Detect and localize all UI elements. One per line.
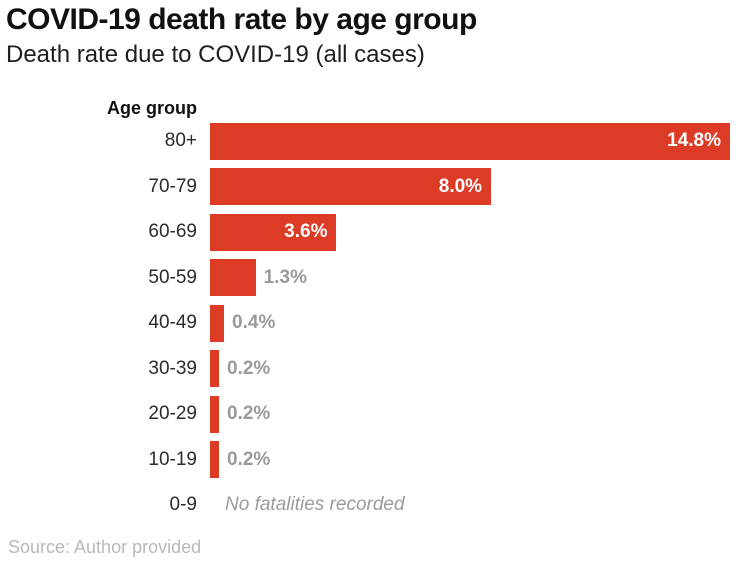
bar-track: 3.6% <box>210 213 754 251</box>
bar-track: 0.4% <box>210 304 754 342</box>
age-group-label: 50-59 <box>148 266 197 288</box>
bar <box>210 350 219 388</box>
chart-subtitle: Death rate due to COVID-19 (all cases) <box>6 41 425 68</box>
bar-track: 14.8% <box>210 122 754 160</box>
y-axis-label: Age group <box>107 98 197 118</box>
bar-track: 1.3% <box>210 259 754 297</box>
age-group-label: 10-19 <box>148 448 197 470</box>
bar <box>210 441 219 479</box>
bar <box>210 304 225 342</box>
value-label: 8.0% <box>438 175 483 197</box>
bar: 3.6% <box>210 213 337 251</box>
age-group-label: 40-49 <box>148 312 197 334</box>
chart-title: COVID-19 death rate by age group <box>6 3 477 36</box>
bar-chart: 80+ 14.8% 70-79 8.0% 60-69 3.6% 50-59 1.3% 40-49… <box>0 119 754 529</box>
source-credit: Source: Author provided <box>8 537 202 557</box>
bar: 8.0% <box>210 168 492 206</box>
age-group-label: 0-9 <box>169 494 197 516</box>
bar-track: 0.2% <box>210 441 754 479</box>
value-label: 3.6% <box>284 221 328 243</box>
value-label: 0.2% <box>227 403 271 425</box>
chart-row: 30-39 0.2% <box>0 346 754 392</box>
value-label: 0.2% <box>227 357 271 379</box>
bar-track: 0.2% <box>210 395 754 433</box>
bar <box>210 259 256 297</box>
bar <box>210 395 219 433</box>
chart-row: 0-9 No fatalities recorded <box>0 483 754 529</box>
age-group-label: 80+ <box>164 130 197 152</box>
chart-row: 70-79 8.0% <box>0 164 754 210</box>
bar-track: 0.2% <box>210 350 754 388</box>
age-group-label: 30-39 <box>148 357 197 379</box>
chart-row: 60-69 3.6% <box>0 210 754 256</box>
bar: 14.8% <box>210 122 730 160</box>
chart-row: 10-19 0.2% <box>0 437 754 483</box>
value-label: 1.3% <box>263 266 307 288</box>
no-data-annotation: No fatalities recorded <box>225 494 405 516</box>
bar-track: 8.0% <box>210 168 754 206</box>
value-label: 14.8% <box>667 130 721 152</box>
chart-row: 50-59 1.3% <box>0 255 754 301</box>
value-label: 0.2% <box>227 448 271 470</box>
age-group-label: 70-79 <box>148 175 197 197</box>
chart-row: 80+ 14.8% <box>0 119 754 165</box>
chart-row: 40-49 0.4% <box>0 301 754 347</box>
bar-track: No fatalities recorded <box>210 487 754 524</box>
value-label: 0.4% <box>232 312 276 334</box>
age-group-label: 20-29 <box>148 403 197 425</box>
chart-row: 20-29 0.2% <box>0 392 754 438</box>
age-group-label: 60-69 <box>148 221 197 243</box>
